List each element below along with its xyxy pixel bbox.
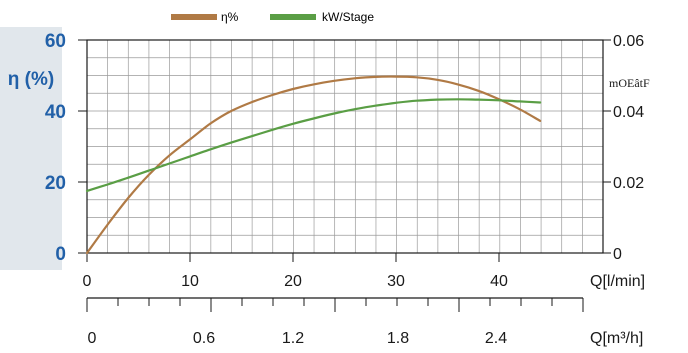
right-tick-label: 0.02	[613, 175, 644, 192]
secondary-x-axis-title: Q[m³/h]	[590, 330, 643, 347]
plot-frame	[86, 39, 604, 254]
x-axis-title: Q[l/min]	[590, 273, 645, 290]
right-tick-label: 0	[613, 246, 622, 263]
right-tick-label: 0.04	[613, 104, 644, 121]
left-axis-ticks: 0 20 40 60	[45, 31, 87, 265]
legend-label-power: kW/Stage	[322, 10, 374, 24]
right-axis-title: mOEâtF	[609, 76, 650, 90]
secondary-x-tick-label: 1.8	[387, 330, 409, 347]
legend-label-efficiency: η%	[221, 10, 239, 24]
left-tick-label: 20	[45, 173, 66, 194]
x-tick-label: 0	[83, 273, 92, 290]
right-axis-ticks: 0 0.02 0.04 0.06	[603, 33, 644, 263]
x-tick-label: 30	[387, 273, 405, 290]
left-axis-panel	[0, 27, 62, 270]
legend-swatch-power	[270, 14, 316, 20]
plot-grid	[87, 40, 603, 253]
series-group	[85, 75, 542, 255]
left-axis-title: η (%)	[8, 69, 54, 90]
series-line-power	[85, 98, 542, 192]
left-tick-label: 40	[45, 102, 66, 123]
secondary-x-tick-label: 2.4	[485, 330, 507, 347]
right-tick-label: 0.06	[613, 33, 644, 50]
secondary-x-axis: 0 0.6 1.2 1.8 2.4	[86, 297, 584, 347]
legend: η% kW/Stage	[171, 10, 374, 24]
series-line-efficiency	[85, 75, 542, 255]
x-tick-label: 20	[284, 273, 302, 290]
x-tick-label: 10	[181, 273, 199, 290]
left-tick-label: 0	[55, 244, 66, 265]
secondary-x-tick-label: 1.2	[282, 330, 304, 347]
secondary-x-tick-label: 0	[88, 330, 97, 347]
x-axis-ticks: 0 10 20 30 40	[83, 253, 508, 290]
legend-swatch-efficiency	[171, 14, 217, 20]
secondary-x-tick-label: 0.6	[193, 330, 215, 347]
x-tick-label: 40	[490, 273, 508, 290]
left-tick-label: 60	[45, 31, 66, 52]
